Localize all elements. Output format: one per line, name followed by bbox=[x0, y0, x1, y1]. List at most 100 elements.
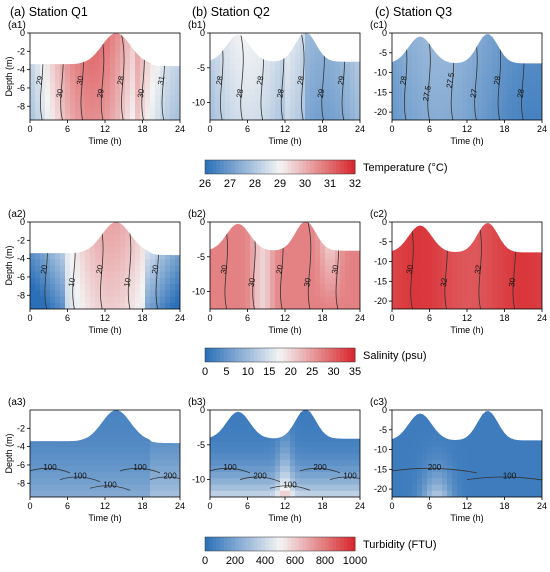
heat-cell bbox=[310, 441, 316, 448]
heat-cell bbox=[175, 95, 180, 102]
heat-cell bbox=[432, 441, 438, 448]
heat-cell bbox=[105, 453, 111, 461]
heat-cell bbox=[452, 88, 458, 96]
heat-cell bbox=[472, 39, 478, 47]
heat-cell bbox=[160, 234, 166, 242]
heat-cell bbox=[517, 290, 523, 298]
heat-cell bbox=[245, 284, 251, 291]
heat-cell bbox=[70, 416, 76, 424]
heat-cell bbox=[60, 253, 66, 260]
heat-cell bbox=[532, 64, 538, 71]
heat-cell bbox=[295, 290, 301, 298]
heat-cell bbox=[270, 95, 276, 102]
column-title-q1: (a) Station Q1 bbox=[10, 5, 88, 19]
heat-cell bbox=[305, 459, 311, 467]
heat-cell bbox=[55, 240, 61, 248]
heat-cell bbox=[135, 222, 141, 229]
heat-cell bbox=[437, 428, 443, 436]
heat-cell bbox=[452, 76, 458, 84]
heat-cell bbox=[280, 113, 286, 120]
panel-label-b2: (b2) bbox=[188, 209, 206, 220]
heat-cell bbox=[290, 410, 296, 417]
heat-cell bbox=[250, 107, 256, 115]
heat-cell bbox=[482, 453, 488, 461]
heat-cell bbox=[417, 428, 423, 436]
heat-cell bbox=[265, 416, 271, 424]
colorbar-swatch bbox=[328, 537, 333, 551]
heat-cell bbox=[55, 490, 61, 497]
heat-cell bbox=[230, 70, 236, 78]
heat-cell bbox=[40, 82, 46, 90]
heat-cell bbox=[432, 302, 438, 309]
heat-cell bbox=[140, 39, 146, 47]
heat-cell bbox=[260, 416, 266, 424]
heat-cell bbox=[115, 64, 121, 71]
heat-cell bbox=[285, 277, 291, 285]
heat-cell bbox=[40, 70, 46, 78]
heat-cell bbox=[35, 472, 41, 479]
colorbar-swatch bbox=[351, 348, 356, 362]
heat-cell bbox=[165, 302, 171, 309]
colorbar-swatch bbox=[295, 348, 300, 362]
heat-cell bbox=[275, 222, 281, 229]
colorbar-tick-label: 28 bbox=[249, 178, 261, 190]
heat-cell bbox=[305, 284, 311, 291]
contour-label: 30 bbox=[219, 264, 230, 275]
heat-cell bbox=[30, 51, 36, 59]
heat-cell bbox=[50, 51, 56, 59]
heat-cell bbox=[345, 51, 351, 59]
heat-cell bbox=[442, 228, 448, 236]
heat-cell bbox=[417, 223, 423, 229]
heat-cell bbox=[330, 107, 336, 115]
heat-cell bbox=[310, 459, 316, 467]
heat-cell bbox=[105, 459, 111, 467]
heat-cell bbox=[497, 271, 503, 279]
colorbar-swatch bbox=[276, 160, 281, 174]
heat-cell bbox=[140, 441, 146, 448]
heat-cell bbox=[492, 284, 498, 291]
heat-cell bbox=[432, 453, 438, 461]
heat-cell bbox=[235, 459, 241, 467]
panel-label-c2: (c2) bbox=[370, 209, 387, 220]
heat-cell bbox=[130, 453, 136, 461]
heat-cell bbox=[340, 290, 346, 298]
heat-cell bbox=[130, 228, 136, 236]
heat-cell bbox=[140, 45, 146, 53]
heat-cell bbox=[65, 234, 71, 242]
heat-cell bbox=[452, 416, 458, 424]
heat-cell bbox=[210, 39, 216, 47]
heat-cell bbox=[422, 416, 428, 424]
colorbar-swatch bbox=[280, 348, 285, 362]
heat-cell bbox=[235, 484, 241, 492]
colorbar-tick-label: 30 bbox=[327, 366, 339, 378]
colorbar-tick-label: 200 bbox=[226, 555, 244, 567]
heat-cell bbox=[130, 302, 136, 309]
heat-cell bbox=[345, 302, 351, 309]
heat-cell bbox=[452, 290, 458, 298]
heat-cell bbox=[295, 490, 301, 497]
heat-cell bbox=[35, 222, 41, 229]
heat-cell bbox=[30, 70, 36, 78]
y-tick-label: -10 bbox=[192, 287, 205, 297]
heat-cell bbox=[40, 95, 46, 102]
heat-cell bbox=[90, 265, 96, 273]
heat-cell bbox=[437, 271, 443, 279]
heat-cell bbox=[422, 57, 428, 65]
heat-cell bbox=[305, 113, 311, 120]
heat-cell bbox=[330, 434, 336, 442]
heat-cell bbox=[502, 447, 508, 455]
heat-cell bbox=[330, 240, 336, 248]
heat-cell bbox=[255, 76, 261, 84]
heat-cell bbox=[40, 465, 46, 473]
heat-cell bbox=[275, 271, 281, 279]
y-tick-label: 0 bbox=[200, 217, 205, 227]
heat-cell bbox=[45, 57, 51, 65]
heat-cell bbox=[537, 64, 542, 71]
heat-cell bbox=[135, 277, 141, 285]
heat-cell bbox=[225, 290, 231, 298]
heat-cell bbox=[95, 70, 101, 78]
x-tick-label: 18 bbox=[499, 313, 509, 323]
heat-cell bbox=[55, 302, 61, 309]
heat-cell bbox=[250, 422, 256, 430]
